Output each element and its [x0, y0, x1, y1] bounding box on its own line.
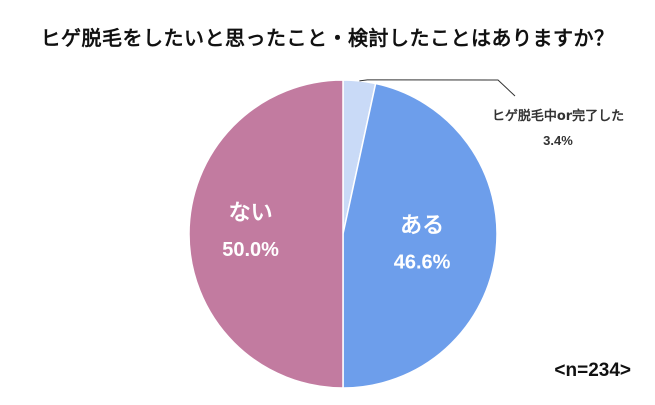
slice-value-label-1: 46.6%	[394, 252, 451, 274]
chart-title: ヒゲ脱毛をしたいと思ったこと・検討したことはありますか？	[40, 26, 615, 50]
slice-value-label-2: 50.0%	[222, 239, 279, 261]
slice-label-2: ない	[229, 201, 273, 226]
slice-label-1: ある	[400, 214, 444, 239]
callout-leader-line	[359, 79, 516, 97]
sample-size-note: <n=234>	[554, 360, 631, 381]
pie-slice-1	[342, 82, 498, 389]
slice-label-0: ヒゲ脱毛中or完了した	[492, 108, 624, 124]
slice-value-label-0: 3.4%	[543, 133, 573, 148]
pie-slice-2	[188, 79, 344, 389]
